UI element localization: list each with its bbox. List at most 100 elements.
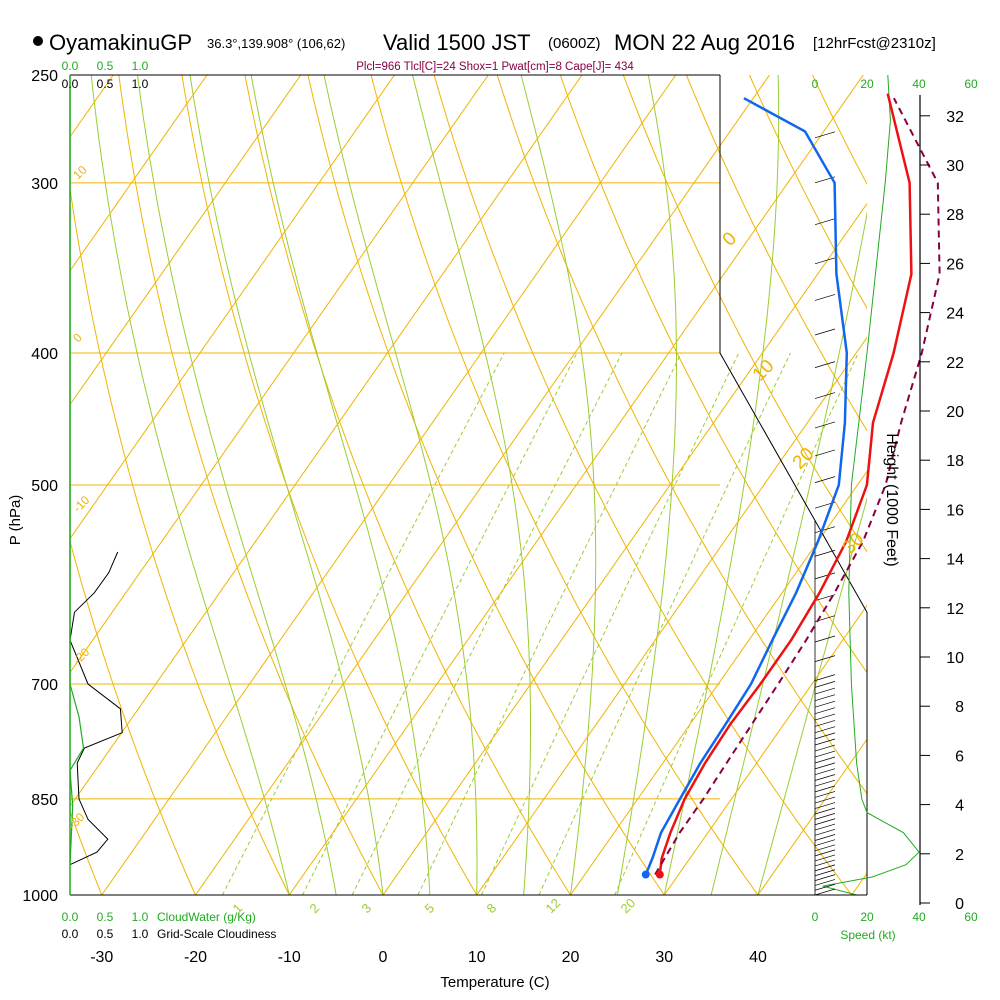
forecast-time: [12hrFcst@2310z] bbox=[813, 35, 936, 52]
wind-barb bbox=[814, 818, 836, 826]
wind-barb bbox=[814, 294, 836, 301]
wind-barb bbox=[814, 726, 836, 734]
moist-adiabat-line bbox=[323, 75, 478, 895]
moist-adiabat-line bbox=[616, 75, 677, 895]
moist-adiabat-line bbox=[520, 75, 597, 895]
dry-adiabat-line bbox=[433, 75, 853, 895]
temperature-tick-label: 20 bbox=[562, 949, 580, 966]
dry-adiabat-line bbox=[181, 75, 478, 895]
dry-adiabat-line bbox=[622, 75, 867, 553]
cloudwater-scale-title: CloudWater (g/Kg) bbox=[157, 910, 256, 924]
valid-time: Valid 1500 JST bbox=[383, 30, 531, 55]
pressure-tick-label: 500 bbox=[31, 478, 58, 495]
moist-adiabat-line bbox=[412, 75, 531, 895]
dry-adiabat-line bbox=[70, 809, 103, 895]
speed-scale-title: Speed (kt) bbox=[840, 928, 895, 942]
wind-barb bbox=[814, 839, 836, 847]
mixing-ratio-label: 8 bbox=[484, 900, 500, 916]
wind-barb bbox=[814, 218, 836, 226]
mixing-ratio-label: 12 bbox=[543, 895, 564, 916]
height-tick-label: 32 bbox=[946, 109, 964, 126]
wind-barb bbox=[814, 785, 836, 793]
wind-barb bbox=[814, 750, 836, 758]
valid-date: MON 22 Aug 2016 bbox=[614, 30, 795, 55]
mixing-ratio-line bbox=[614, 352, 859, 895]
wind-barb bbox=[814, 774, 836, 781]
moist-adiabat-line bbox=[90, 75, 290, 895]
wind-barb bbox=[814, 707, 836, 715]
top-cloudwater-scale-label: 1.0 bbox=[132, 59, 149, 73]
height-tick-label: 30 bbox=[946, 158, 964, 175]
mixing-ratio-label: 5 bbox=[422, 900, 438, 916]
bottom-speed-scale-label: 40 bbox=[912, 910, 926, 924]
height-tick-label: 0 bbox=[955, 896, 964, 913]
pressure-tick-label: 300 bbox=[31, 176, 58, 193]
temperature-tick-label: 40 bbox=[749, 949, 767, 966]
height-tick-label: 12 bbox=[946, 601, 964, 618]
station-name: OyamakinuGP bbox=[49, 30, 192, 55]
wind-barb bbox=[814, 257, 836, 265]
bottom-speed-scale-label: 0 bbox=[812, 910, 819, 924]
station-dot-icon bbox=[33, 36, 43, 46]
wind-barb bbox=[814, 674, 836, 681]
height-tick-label: 18 bbox=[946, 453, 964, 470]
wind-barb bbox=[814, 449, 836, 457]
wind-barb bbox=[814, 744, 836, 752]
wind-barb bbox=[814, 791, 836, 798]
moist-adiabat-line bbox=[757, 496, 867, 895]
mixing-ratio-label: 20 bbox=[618, 895, 639, 916]
height-tick-label: 28 bbox=[946, 207, 964, 224]
moist-adiabat-line bbox=[710, 211, 867, 895]
height-tick-label: 2 bbox=[955, 847, 964, 864]
dry-adiabat-line bbox=[559, 75, 867, 674]
dry-adiabat-line bbox=[70, 539, 196, 895]
dry-adiabat-line bbox=[939, 75, 1000, 895]
wind-barb bbox=[814, 392, 836, 399]
wind-barb bbox=[814, 823, 836, 831]
wind-barb bbox=[814, 779, 836, 787]
wind-barb bbox=[814, 813, 836, 820]
bottom-cloudiness-scale-label: 0.5 bbox=[97, 927, 114, 941]
wind-barb bbox=[814, 807, 836, 815]
isotherm-line bbox=[476, 336, 867, 895]
bottom-cloudiness-scale-label: 0.0 bbox=[62, 927, 79, 941]
utc-time: (0600Z) bbox=[548, 35, 601, 52]
wind-barb bbox=[814, 549, 836, 557]
mixing-ratio-label: 2 bbox=[307, 900, 323, 916]
wind-barb bbox=[814, 762, 836, 770]
wind-barb bbox=[814, 869, 836, 877]
mixing-ratio-label: 3 bbox=[359, 900, 375, 916]
pressure-tick-label: 1000 bbox=[22, 888, 58, 905]
height-tick-label: 10 bbox=[946, 650, 964, 667]
wind-barb bbox=[814, 328, 836, 336]
bottom-cloudwater-scale-label: 1.0 bbox=[132, 910, 149, 924]
isotherm-line bbox=[70, 75, 208, 272]
cloudiness-scale-title: Grid-Scale Cloudiness bbox=[157, 927, 276, 941]
wind-speed-panel bbox=[719, 74, 920, 896]
dry-adiabat-line bbox=[812, 75, 867, 185]
wind-barb bbox=[814, 687, 836, 695]
isotherm-label: 0 bbox=[719, 228, 741, 250]
temperature-tick-label: 0 bbox=[379, 949, 388, 966]
x-axis-title: Temperature (C) bbox=[440, 974, 549, 991]
wind-barb bbox=[814, 421, 836, 429]
wind-barb bbox=[814, 802, 836, 809]
top-cloudiness-scale-label: 1.0 bbox=[132, 77, 149, 91]
isotherm-line bbox=[757, 738, 867, 895]
wind-barb bbox=[814, 681, 836, 688]
height-tick-label: 4 bbox=[955, 798, 964, 815]
wind-barb bbox=[814, 828, 836, 836]
bottom-cloudiness-scale-label: 1.0 bbox=[132, 927, 149, 941]
wind-barb bbox=[814, 844, 836, 852]
height-tick-label: 8 bbox=[955, 699, 964, 716]
moist-adiabat-line bbox=[189, 75, 384, 895]
top-cloudiness-scale-label: 0.5 bbox=[97, 77, 114, 91]
top-speed-scale-label: 20 bbox=[860, 77, 874, 91]
top-speed-scale-label: 0 bbox=[812, 77, 819, 91]
wind-barb bbox=[814, 756, 836, 764]
wind-barb bbox=[814, 888, 836, 896]
height-tick-label: 26 bbox=[946, 256, 964, 273]
wind-barb bbox=[814, 859, 836, 867]
height-tick-label: 14 bbox=[946, 552, 964, 569]
